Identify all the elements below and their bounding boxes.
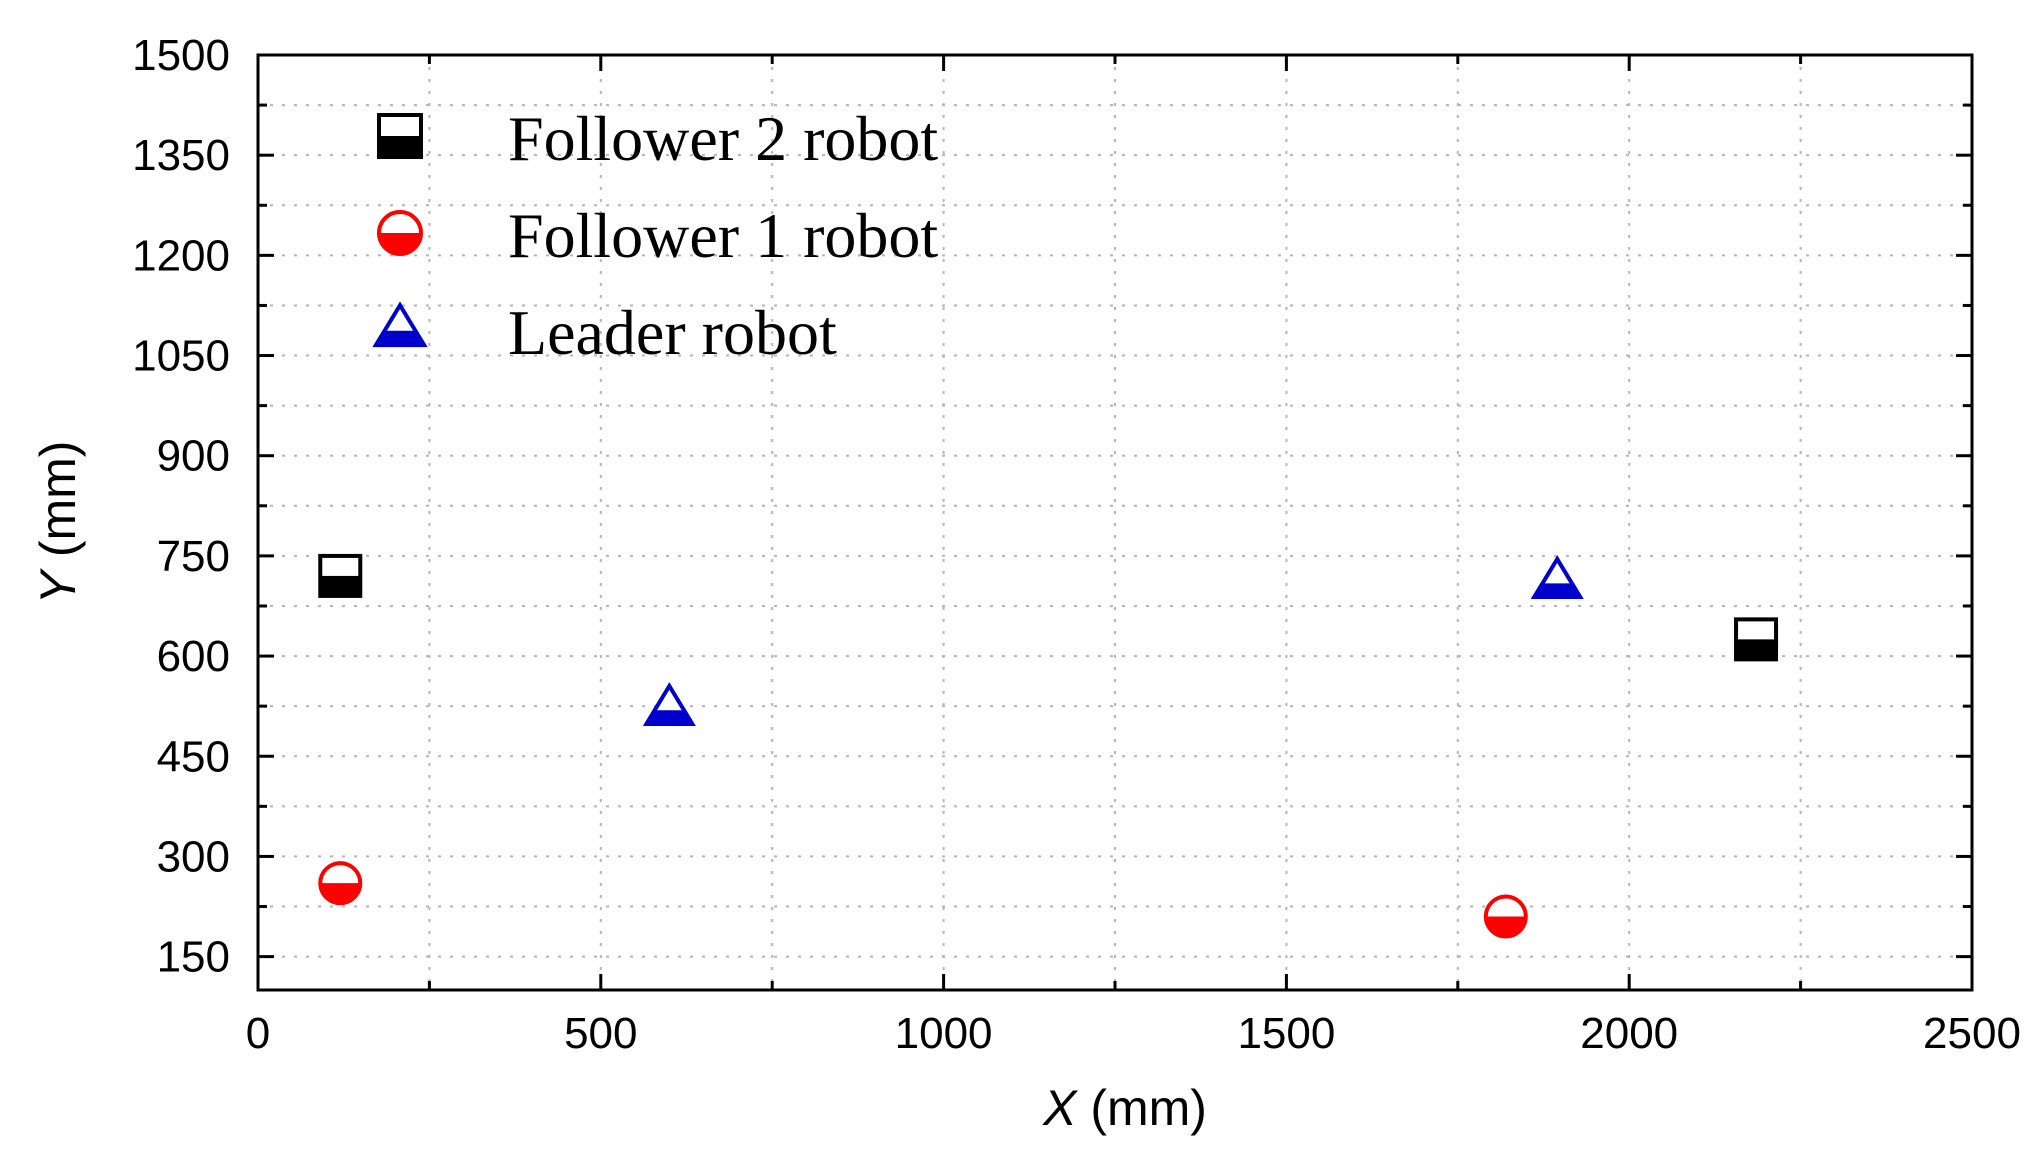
y-axis-unit: (mm) (30, 441, 86, 572)
x-axis-variable: X (1042, 1080, 1078, 1136)
x-tick-label: 2500 (1923, 1009, 2021, 1058)
marker-fill (646, 710, 693, 724)
x-tick-label: 1000 (895, 1009, 993, 1058)
y-tick-label: 600 (157, 632, 230, 681)
y-tick-label: 300 (157, 832, 230, 881)
legend-marker (377, 113, 423, 159)
legend-label: Leader robot (508, 297, 837, 368)
y-tick-label: 150 (157, 933, 230, 982)
legend-item: Follower 2 robot (377, 103, 938, 174)
legend: Follower 2 robot Follower 1 robot Leader r… (372, 103, 938, 368)
data-point (1483, 894, 1528, 939)
y-axis-variable: Y (30, 567, 86, 604)
x-tick-label: 2000 (1580, 1009, 1678, 1058)
data-point (318, 553, 363, 598)
grid-layer (258, 55, 1972, 990)
y-tick-label: 1500 (132, 31, 230, 80)
marker-fill (1736, 639, 1777, 660)
y-tick-label: 1050 (132, 332, 230, 381)
marker-fill (379, 136, 421, 157)
marker-fill (320, 575, 361, 596)
x-tick-label: 1500 (1237, 1009, 1335, 1058)
y-tick-label: 900 (157, 432, 230, 481)
data-point (1734, 617, 1779, 662)
data-point (318, 861, 363, 906)
y-tick-label: 1350 (132, 131, 230, 180)
x-axis-title: X (mm) (1042, 1080, 1207, 1136)
legend-item: Leader robot (372, 297, 837, 368)
y-tick-label: 450 (157, 732, 230, 781)
data-point (642, 682, 696, 726)
marker-fill (375, 330, 425, 346)
legend-item: Follower 1 robot (377, 200, 938, 271)
y-tick-label: 750 (157, 532, 230, 581)
legend-label: Follower 1 robot (508, 200, 938, 271)
x-tick-label: 500 (564, 1009, 637, 1058)
data-point (1530, 555, 1584, 600)
x-tick-label: 0 (246, 1009, 270, 1058)
x-axis-unit: (mm) (1076, 1080, 1207, 1136)
ticks-layer: 0 500 1000 1500 2000 2500 150 300 450 600 750 900 10… (132, 31, 2021, 1058)
marker-fill (1485, 916, 1526, 937)
points-layer (318, 553, 1779, 939)
marker-fill (320, 883, 361, 904)
legend-label: Follower 2 robot (508, 103, 938, 174)
marker-fill (379, 233, 421, 254)
y-axis-title: Y (mm) (30, 441, 86, 605)
legend-marker (372, 301, 428, 348)
marker-fill (1534, 583, 1581, 598)
legend-marker (377, 210, 423, 256)
y-tick-label: 1200 (132, 231, 230, 280)
